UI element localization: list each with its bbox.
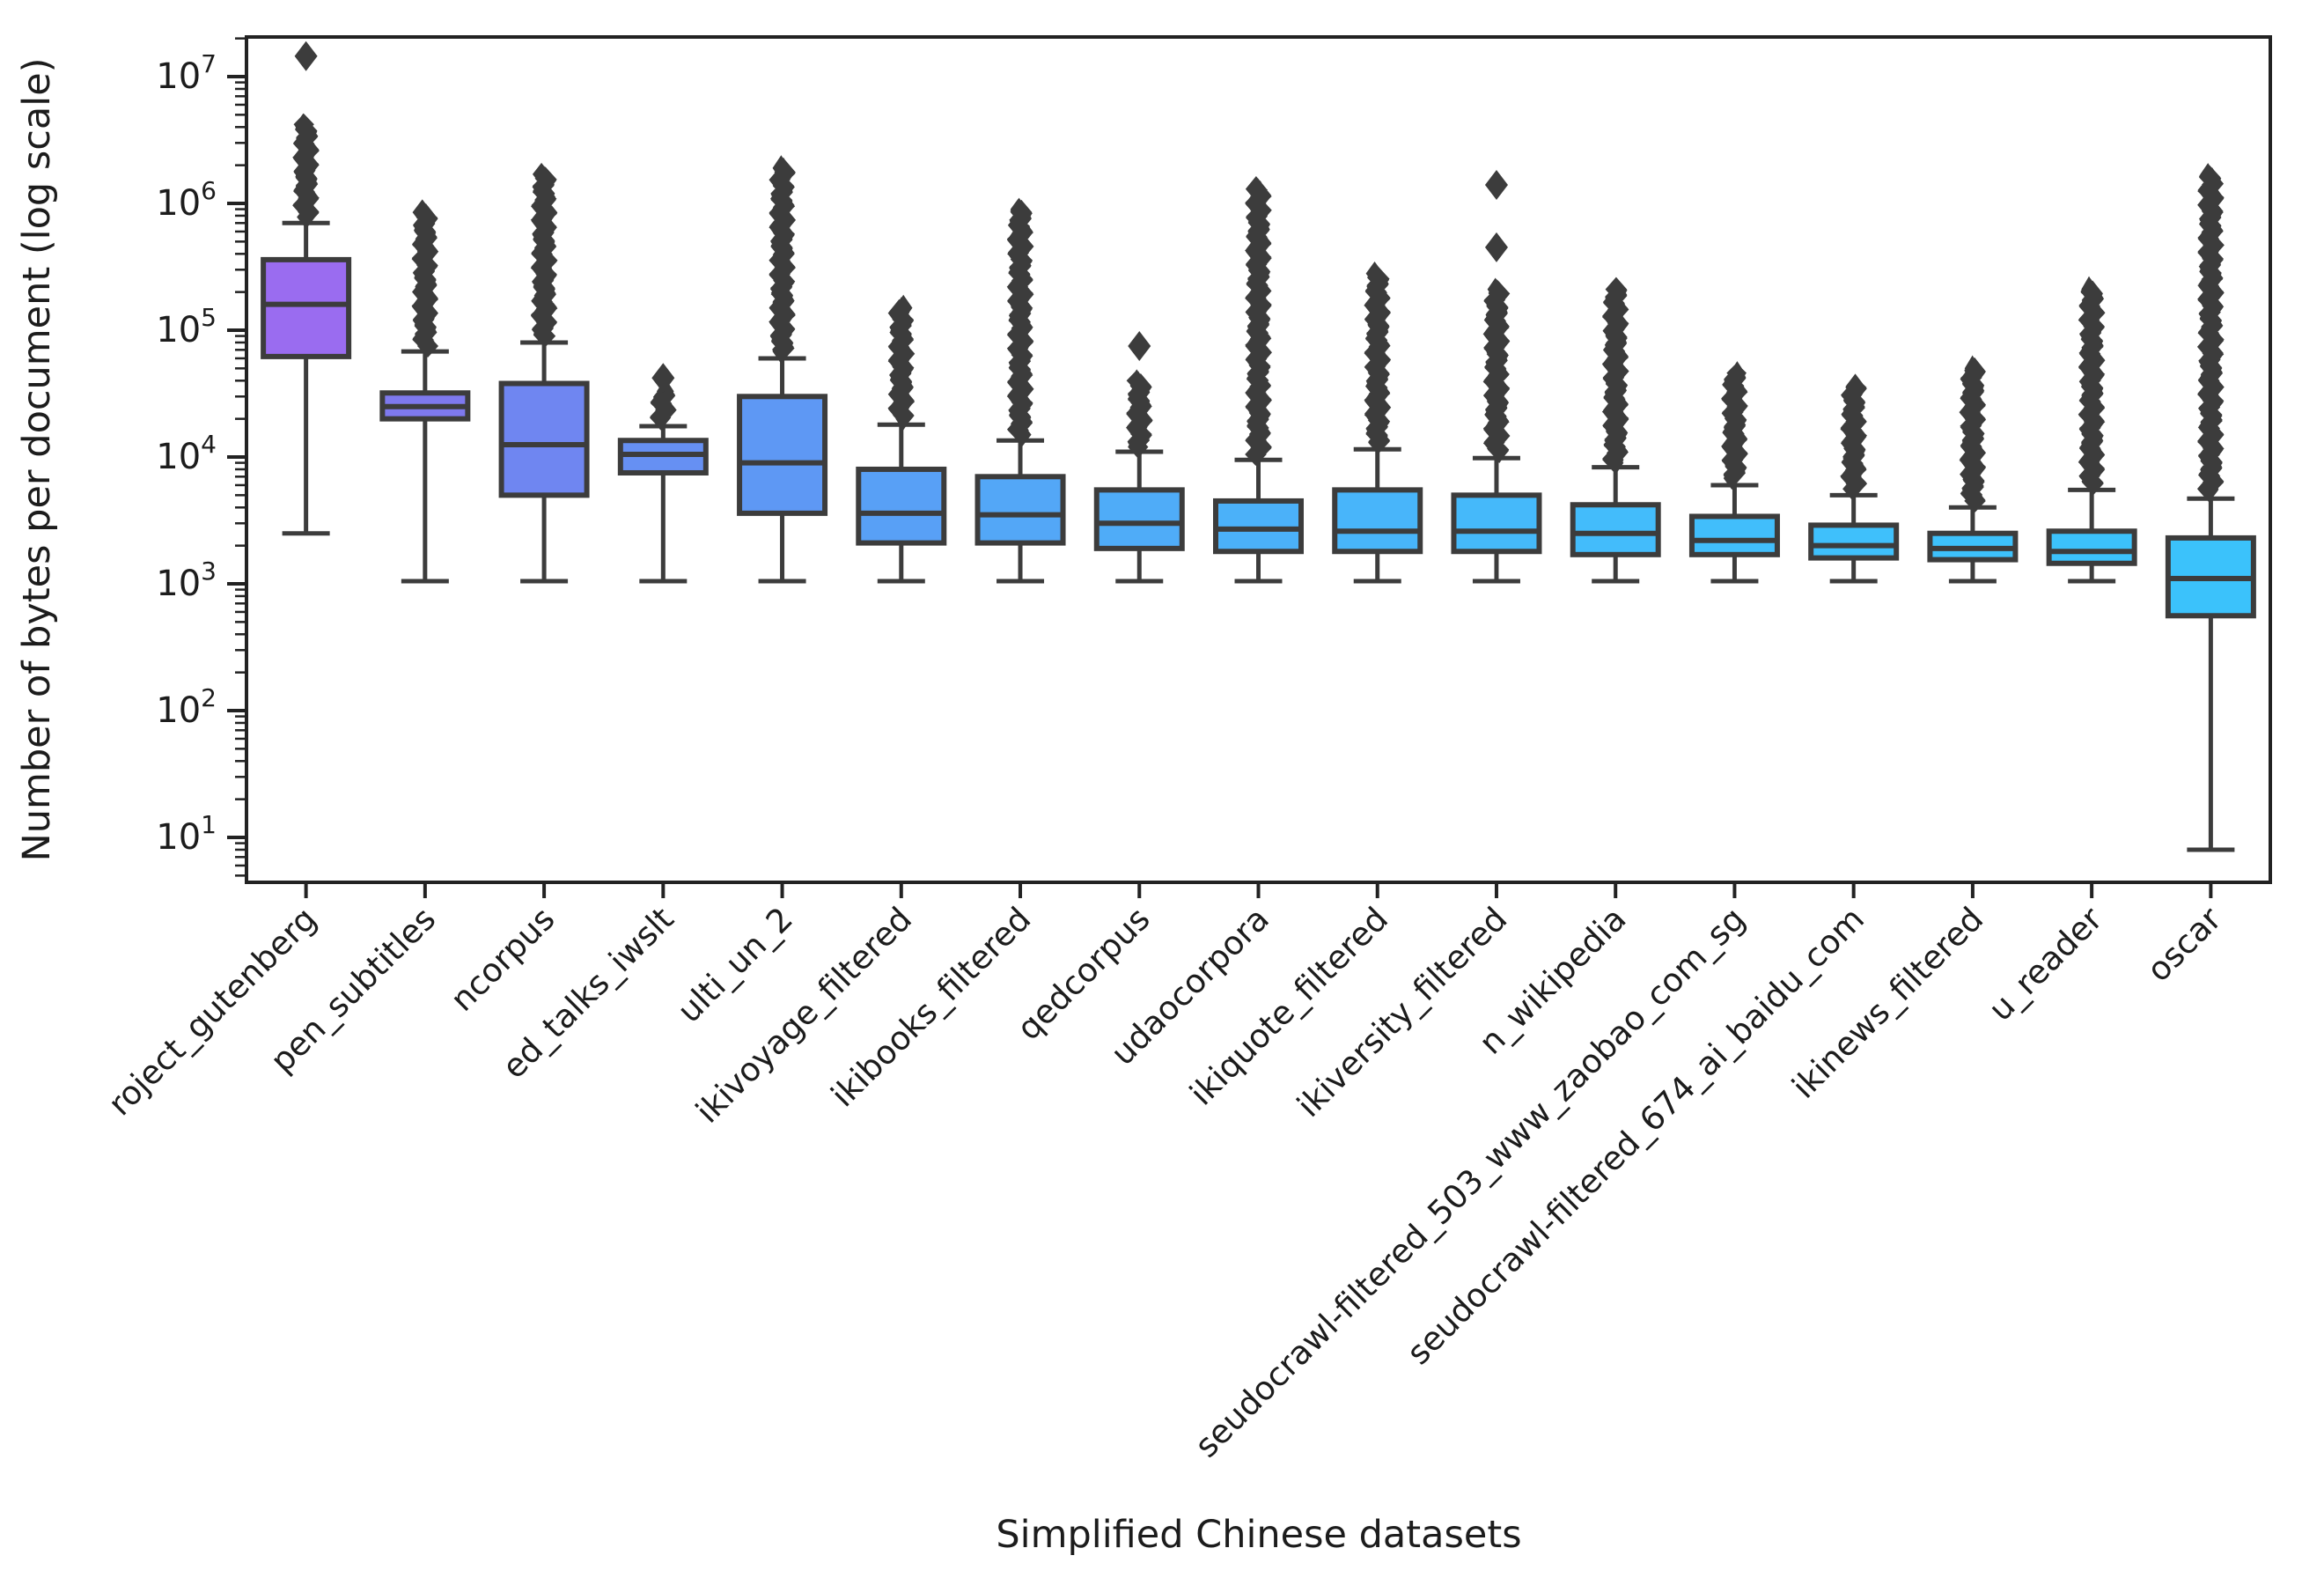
- outlier-column: [769, 155, 797, 364]
- box-rect: [498, 380, 590, 498]
- y-tick-label: 107: [156, 49, 217, 97]
- box-rect: [2046, 528, 2137, 566]
- box-n_wikipedia: [1570, 276, 1661, 584]
- y-tick-label: 101: [156, 810, 217, 858]
- box-rect: [1451, 492, 1542, 555]
- outlier-column: [2196, 163, 2225, 503]
- x-tick-label: ikivoyage_filtered: [688, 900, 919, 1131]
- x-tick-label: seudocrawl-filtered_503_www_zaobao_com_s…: [1188, 900, 1753, 1465]
- box-roject_gutenberg: [261, 41, 352, 536]
- box-qedcorpus: [1093, 330, 1185, 584]
- y-tick-label: 103: [156, 557, 217, 604]
- box-ikivoyage_filtered: [856, 294, 947, 584]
- x-axis-title: Simplified Chinese datasets: [996, 1513, 1521, 1557]
- outlier-column: [1006, 197, 1034, 446]
- plot-frame: [245, 35, 2272, 884]
- box-rect: [1213, 498, 1304, 555]
- outlier-column: [411, 199, 439, 358]
- outlier-column: [1125, 369, 1153, 459]
- outlier-column: [1959, 355, 1987, 512]
- box-rect: [737, 394, 828, 516]
- outlier-diamond: [1128, 330, 1151, 361]
- outlier-column: [1364, 261, 1392, 454]
- outlier-column: [887, 294, 916, 431]
- box-rect: [261, 256, 352, 359]
- x-tick-label: ikiquote_filtered: [1182, 900, 1395, 1113]
- outlier-diamond: [1484, 232, 1508, 262]
- box-ikiversity_filtered: [1451, 169, 1542, 584]
- box-udaocorpora: [1213, 175, 1304, 584]
- boxes-layer: [261, 41, 2256, 852]
- outlier-column: [1840, 373, 1868, 501]
- outlier-column: [530, 162, 558, 348]
- x-tick-label: ncorpus: [443, 900, 562, 1019]
- box-oscar: [2165, 163, 2256, 852]
- x-tick-label: roject_gutenberg: [101, 900, 324, 1123]
- y-tick-label: 102: [156, 683, 217, 731]
- box-ed_talks_iwslt: [617, 363, 709, 584]
- box-ulti_un_2: [737, 155, 828, 584]
- outlier-column: [1245, 175, 1272, 466]
- outlier-column: [292, 113, 320, 229]
- box-rect: [1093, 487, 1185, 551]
- box-rect: [1570, 502, 1661, 557]
- y-tick-label: 104: [156, 430, 217, 477]
- outlier-column: [1482, 277, 1511, 464]
- box-rect: [1688, 513, 1780, 557]
- box-rect: [1332, 487, 1423, 555]
- x-tick-label: ulti_un_2: [670, 900, 800, 1030]
- outlier-diamond: [1484, 169, 1508, 200]
- y-tick-label: 105: [156, 303, 217, 350]
- y-axis-title: Number of bytes per document (log scale): [15, 58, 59, 862]
- x-tick-label: ikibooks_filtered: [824, 900, 1039, 1115]
- x-tick-label: ikiversity_filtered: [1290, 900, 1514, 1124]
- outlier-column: [1721, 361, 1748, 490]
- box-rect: [974, 474, 1066, 546]
- y-tick-label: 106: [156, 176, 217, 224]
- box-seudocrawl-filtered_503_www_zaobao_com_sg: [1688, 361, 1780, 584]
- outlier-diamond: [294, 41, 318, 71]
- box-ikibooks_filtered: [974, 197, 1066, 584]
- outlier-column: [1601, 276, 1629, 475]
- x-tick-label: seudocrawl-filtered_674_ai_baidu_com: [1400, 900, 1872, 1372]
- outlier-column: [650, 378, 677, 431]
- box-pen_subtitles: [379, 199, 471, 584]
- box-u_reader: [2046, 276, 2137, 584]
- outlier-diamond: [651, 363, 675, 394]
- box-seudocrawl-filtered_674_ai_baidu_com: [1808, 373, 1900, 584]
- box-ncorpus: [498, 162, 590, 584]
- box-ikiquote_filtered: [1332, 261, 1423, 584]
- x-tick-label: u_reader: [1982, 899, 2110, 1028]
- box-rect: [856, 466, 947, 546]
- box-ikinews_filtered: [1927, 355, 2019, 584]
- outlier-column: [2078, 276, 2106, 495]
- x-tick-label: oscar: [2140, 899, 2230, 989]
- box-rect: [1808, 522, 1900, 561]
